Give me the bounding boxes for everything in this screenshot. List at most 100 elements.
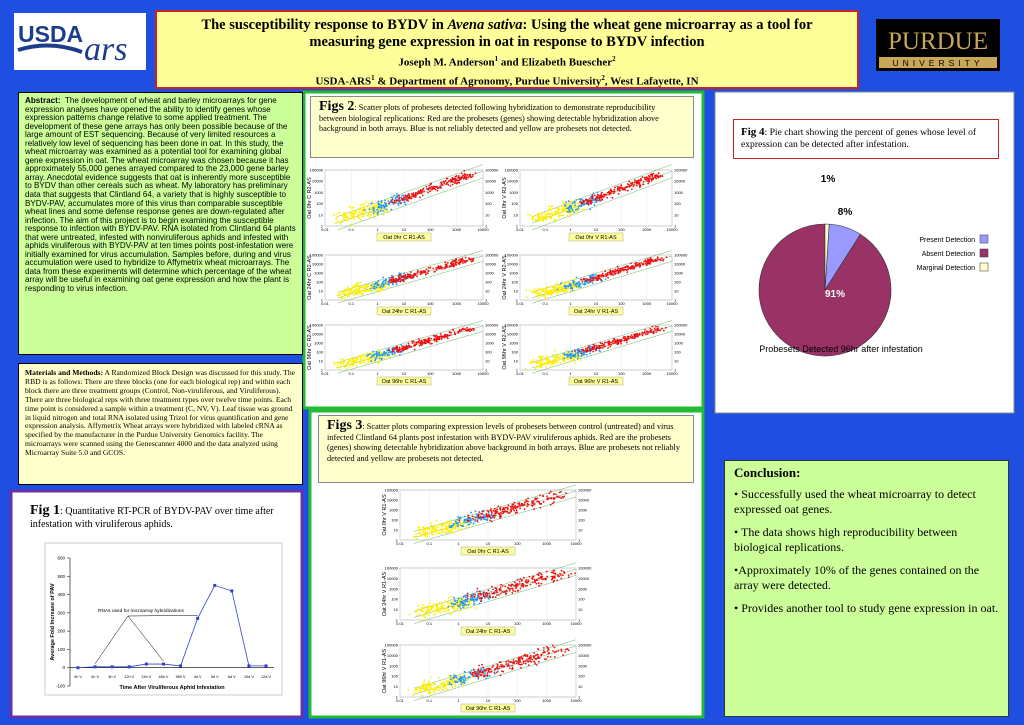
scatter-dot — [543, 658, 546, 660]
scatter-dot — [459, 261, 462, 264]
y2-tick-label: 100000 — [674, 253, 688, 258]
scatter-dot — [466, 519, 469, 522]
scatter-dot — [434, 188, 437, 191]
scatter-dot — [648, 262, 651, 265]
scatter-dot — [515, 509, 518, 512]
scatter-dot — [464, 521, 467, 524]
scatter-dot — [605, 274, 608, 277]
scatter-dot — [436, 607, 439, 610]
y2-tick-label: 1 — [578, 695, 581, 700]
scatter-dot — [533, 503, 536, 505]
scatter-dot — [494, 512, 497, 515]
scatter-dot — [351, 213, 354, 216]
scatter-dot — [664, 326, 667, 329]
scatter-dot — [629, 336, 632, 338]
y2-tick-label: 100 — [578, 597, 585, 602]
scatter-dot — [366, 205, 369, 208]
scatter-dot — [528, 362, 531, 365]
legend-swatch — [979, 234, 989, 244]
scatter-dot — [508, 665, 511, 667]
scatter-dot — [515, 584, 517, 587]
scatter-dot — [472, 674, 475, 677]
scatter-dot — [613, 270, 616, 273]
scatter-dot — [419, 529, 421, 532]
scatter-dot — [356, 284, 358, 287]
scatter-dot — [535, 361, 538, 364]
scatter-dot — [531, 581, 534, 584]
scatter-dot — [539, 502, 542, 505]
scatter-dot — [619, 270, 622, 272]
scatter-dot — [515, 506, 518, 508]
scatter-dot — [622, 337, 625, 339]
scatter-dot — [573, 281, 576, 283]
scatter-dot — [501, 510, 504, 513]
scatter-dot — [513, 509, 516, 512]
scatter-dot — [540, 218, 543, 221]
abstract-text: The development of wheat and barley micr… — [25, 96, 296, 294]
scatter-dot — [465, 176, 468, 179]
scatter-dot — [387, 283, 390, 286]
scatter-dot — [575, 285, 578, 288]
scatter-dot — [364, 363, 367, 365]
scatter-dot — [441, 183, 444, 186]
scatter-dot — [588, 348, 591, 350]
scatter-dot — [413, 691, 416, 694]
scatter-dot — [527, 579, 529, 581]
scatter-dot — [628, 337, 630, 340]
scatter-dot — [390, 208, 393, 211]
scatter-dot — [421, 194, 424, 197]
scatter-dot — [470, 521, 472, 524]
scatter-dot — [576, 202, 579, 204]
x-tick-label: 0.01 — [516, 301, 525, 306]
scatter-dot — [479, 592, 482, 595]
scatter-dot — [450, 602, 453, 605]
scatter-dot — [370, 287, 372, 290]
scatter-dot — [350, 214, 353, 217]
scatter-dot — [450, 683, 453, 686]
scatter-dot — [487, 669, 490, 672]
scatter-dot — [600, 274, 603, 277]
scatter-dot — [437, 529, 440, 532]
scatter-dot — [461, 328, 463, 331]
scatter-dot — [383, 202, 386, 204]
y2-tick-label: 1000 — [674, 271, 684, 276]
scatter-dot — [361, 354, 364, 356]
scatter-dot — [426, 531, 429, 534]
scatter-dot — [587, 203, 590, 205]
scatter-dot — [431, 605, 434, 607]
scatter-dot — [409, 274, 411, 277]
scatter-dot — [542, 355, 545, 358]
scatter-dot — [465, 330, 468, 332]
scatter-dot — [635, 184, 638, 187]
scatter-dot — [550, 215, 553, 218]
scatter-dot — [582, 204, 585, 206]
scatter-dot — [551, 577, 554, 580]
scatter-dot — [435, 532, 437, 535]
scatter-dot — [606, 272, 609, 274]
scatter-dot — [460, 519, 462, 521]
scatter-dot — [427, 605, 429, 608]
scatter-dot — [421, 188, 424, 191]
scatter-dot — [352, 286, 355, 289]
scatter-dot — [492, 591, 495, 594]
scatter-dot — [642, 180, 645, 183]
scatter-dot — [395, 279, 398, 282]
x-label-box — [376, 306, 432, 316]
scatter-dot — [571, 209, 574, 212]
scatter-dot — [594, 273, 597, 276]
scatter-dot — [476, 590, 478, 593]
scatter-dot — [352, 362, 354, 365]
scatter-dot — [526, 660, 528, 662]
scatter-dot — [426, 527, 429, 530]
scatter-dot — [445, 528, 448, 531]
scatter-dot — [560, 650, 563, 653]
x-tick-label: 0.01 — [396, 541, 405, 546]
scatter-dot — [517, 661, 520, 664]
scatter-dot — [444, 686, 447, 689]
scatter-dot — [547, 646, 549, 649]
scatter-dot — [465, 326, 468, 329]
scatter-dot — [560, 574, 562, 576]
scatter-dot — [371, 282, 374, 285]
scatter-dot — [537, 500, 540, 503]
scatter-dot — [403, 201, 406, 204]
